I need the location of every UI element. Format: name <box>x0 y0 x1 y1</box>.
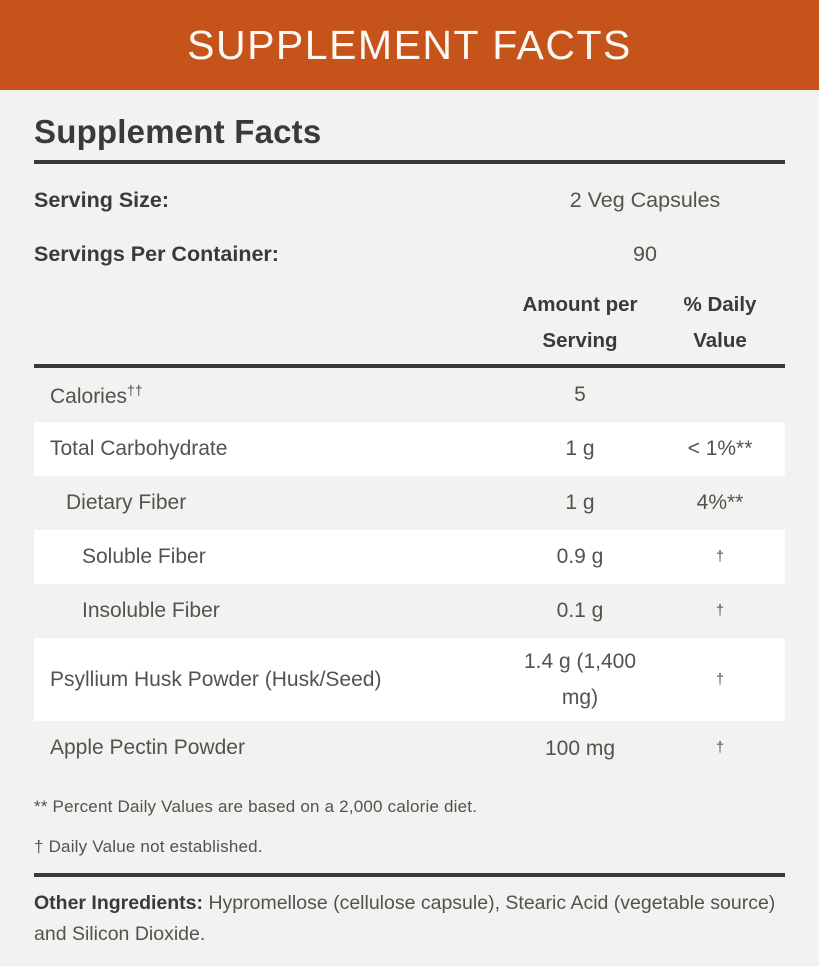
divider <box>34 873 785 878</box>
amount-column-header: Amount per Serving <box>522 293 638 352</box>
banner-title: SUPPLEMENT FACTS <box>187 21 632 68</box>
daily-value-cell: 4%** <box>696 491 744 514</box>
servings-per-container-value: 90 <box>633 242 657 266</box>
amount-cell: 5 <box>574 383 586 407</box>
table-row-apple-pectin-powder: Apple Pectin Powder 100 mg † <box>34 721 785 775</box>
daily-value-cell: † <box>715 671 725 688</box>
supplement-facts-panel: Supplement Facts Serving Size: 2 Veg Cap… <box>0 90 819 950</box>
amount-cell: 1 g <box>565 437 595 461</box>
table-row-soluble-fiber: Soluble Fiber 0.9 g † <box>34 530 785 584</box>
nutrient-name: Total Carbohydrate <box>50 437 228 460</box>
amount-cell: 1.4 g (1,400 mg) <box>523 650 637 709</box>
amount-cell: 100 mg <box>544 736 616 760</box>
other-ingredients: Other Ingredients: Hypromellose (cellulo… <box>34 888 785 950</box>
other-ingredients-label: Other Ingredients: <box>34 892 204 915</box>
supplement-table: Calories†† 5 Total Carbohydrate 1 g < 1%… <box>34 368 785 775</box>
daily-value-column-header: % Daily Value <box>683 293 757 352</box>
daily-value-cell: † <box>715 549 725 565</box>
divider <box>34 364 785 368</box>
daily-value-cell: < 1%** <box>687 437 753 460</box>
daily-value-cell: † <box>715 603 725 619</box>
serving-size-value: 2 Veg Capsules <box>569 188 721 212</box>
table-row-total-carbohydrate: Total Carbohydrate 1 g < 1%** <box>34 422 785 476</box>
table-row-insoluble-fiber: Insoluble Fiber 0.1 g † <box>34 584 785 638</box>
daily-value-cell: † <box>715 740 725 757</box>
nutrient-name: Apple Pectin Powder <box>50 736 245 760</box>
amount-cell: 1 g <box>565 491 595 515</box>
servings-per-container-label: Servings Per Container: <box>34 242 279 266</box>
amount-cell: 0.9 g <box>556 545 604 569</box>
nutrient-name: Calories†† <box>50 381 143 408</box>
supplement-facts-banner: SUPPLEMENT FACTS <box>0 0 819 90</box>
nutrient-name: Soluble Fiber <box>82 545 206 568</box>
nutrient-name: Insoluble Fiber <box>82 599 220 622</box>
footnote-daily-values: ** Percent Daily Values are based on a 2… <box>34 797 478 817</box>
table-row-dietary-fiber: Dietary Fiber 1 g 4%** <box>34 476 785 530</box>
serving-size-row: Serving Size: 2 Veg Capsules <box>34 188 785 213</box>
amount-cell: 0.1 g <box>556 599 604 623</box>
nutrient-name: Psyllium Husk Powder (Husk/Seed) <box>50 667 382 691</box>
serving-size-label: Serving Size: <box>34 188 170 212</box>
panel-title: Supplement Facts <box>34 113 322 150</box>
other-ingredients-text: Hypromellose (cellulose capsule), Steari… <box>34 892 776 946</box>
servings-per-container-row: Servings Per Container: 90 <box>34 242 785 267</box>
column-headers: Amount per Serving % Daily Value <box>34 287 785 359</box>
table-row-psyllium-husk-powder: Psyllium Husk Powder (Husk/Seed) 1.4 g (… <box>34 638 785 722</box>
calories-footnote-marker: †† <box>127 381 143 398</box>
nutrient-name: Dietary Fiber <box>66 491 187 514</box>
divider <box>34 160 785 164</box>
footnote-dagger: † Daily Value not established. <box>34 837 263 857</box>
table-row-calories: Calories†† 5 <box>34 368 785 422</box>
